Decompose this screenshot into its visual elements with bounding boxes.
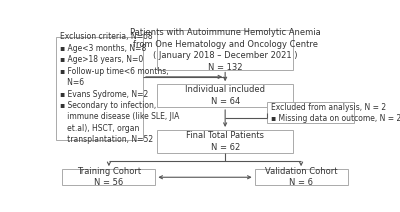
Text: Individual included
N = 64: Individual included N = 64 [185,85,265,106]
FancyBboxPatch shape [62,169,155,186]
Text: Patients with Autoimmune Hemolytic Anemia
from One Hematology and Oncology Centr: Patients with Autoimmune Hemolytic Anemi… [130,28,320,72]
FancyBboxPatch shape [157,30,293,70]
Text: Validation Cohort
N = 6: Validation Cohort N = 6 [265,167,337,187]
Text: Exclusion criteria, N=68
▪ Age<3 months, N=8
▪ Age>18 years, N=0
▪ Follow-up tim: Exclusion criteria, N=68 ▪ Age<3 months,… [60,32,179,144]
Text: Training Cohort
N = 56: Training Cohort N = 56 [77,167,141,187]
FancyBboxPatch shape [255,169,348,186]
FancyBboxPatch shape [157,130,293,153]
Text: Excluded from analysis, N = 2
▪ Missing data on outcome, N = 2: Excluded from analysis, N = 2 ▪ Missing … [271,103,400,123]
FancyBboxPatch shape [267,102,354,123]
FancyBboxPatch shape [56,37,143,140]
FancyBboxPatch shape [157,84,293,107]
Text: Final Total Patients
N = 62: Final Total Patients N = 62 [186,131,264,152]
